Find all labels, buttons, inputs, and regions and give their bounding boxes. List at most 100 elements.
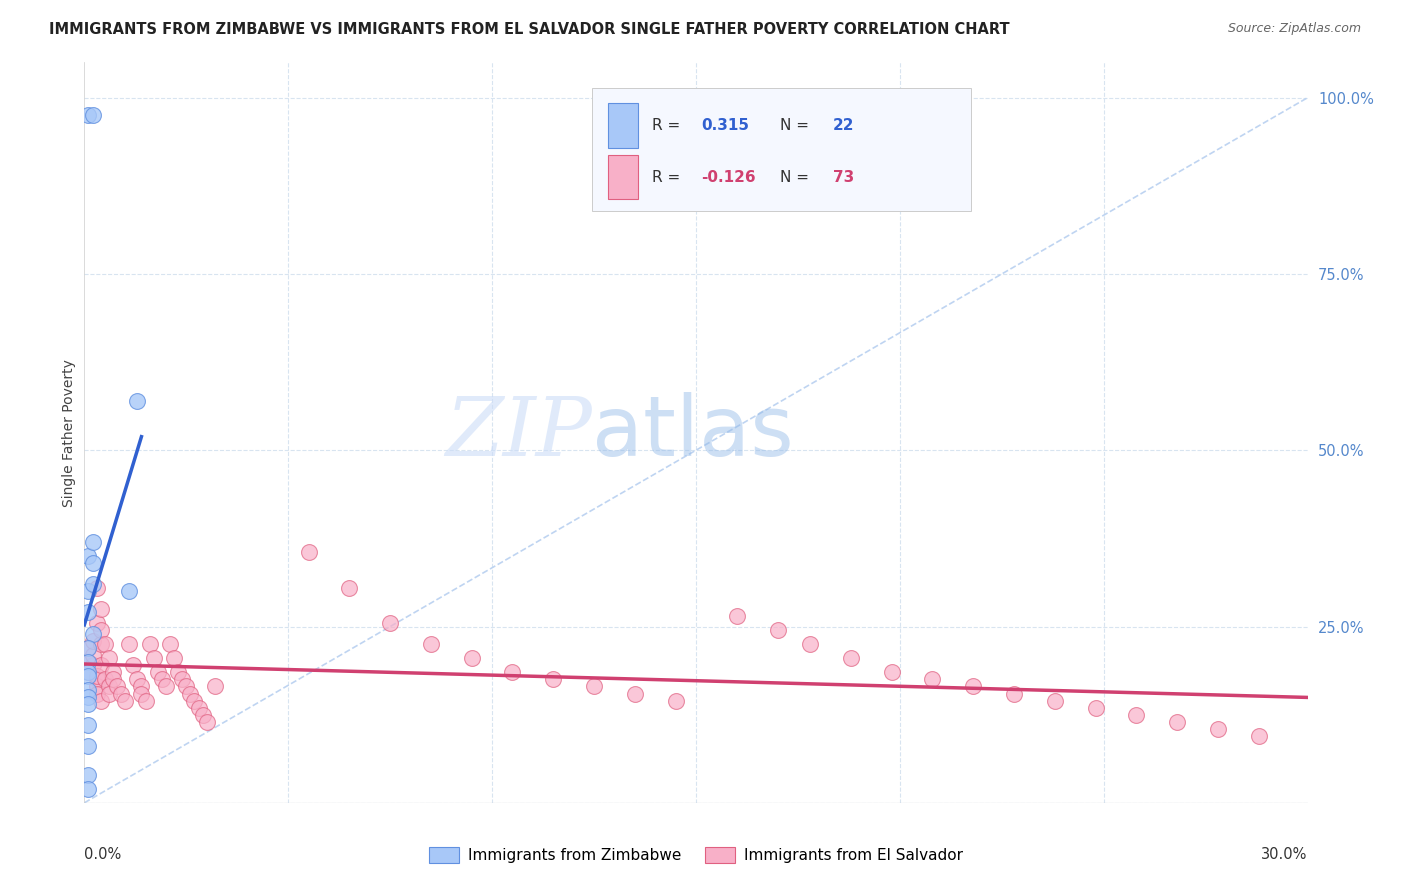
Point [142, 651, 165, 665]
Point [82, 535, 104, 549]
Point [77, 584, 100, 599]
Point [101, 665, 124, 680]
Text: 73: 73 [832, 169, 855, 185]
Text: 22: 22 [832, 118, 855, 133]
Point [159, 637, 181, 651]
Point [77, 697, 100, 711]
Point [131, 686, 153, 700]
Point [339, 581, 361, 595]
Point [97, 686, 120, 700]
Point [167, 665, 190, 680]
Point [127, 673, 149, 687]
Point [82, 633, 104, 648]
Point [77, 549, 100, 563]
Point [204, 680, 226, 694]
Point [90, 693, 112, 707]
Point [90, 637, 112, 651]
Point [172, 673, 194, 687]
FancyBboxPatch shape [607, 155, 638, 200]
Point [155, 680, 177, 694]
Point [105, 680, 128, 694]
Point [163, 651, 186, 665]
Point [880, 665, 903, 680]
Point [82, 577, 104, 591]
Point [191, 707, 214, 722]
Text: atlas: atlas [592, 392, 794, 473]
Point [86, 669, 108, 683]
Text: 0.0%: 0.0% [84, 847, 121, 863]
Text: 0.315: 0.315 [700, 118, 749, 133]
Text: 30.0%: 30.0% [1261, 847, 1308, 863]
Point [77, 690, 100, 704]
Point [97, 680, 120, 694]
Text: R =: R = [652, 118, 685, 133]
Point [195, 714, 218, 729]
Point [583, 680, 606, 694]
Point [839, 651, 862, 665]
Point [298, 545, 321, 559]
Point [77, 683, 100, 698]
Text: N =: N = [780, 169, 814, 185]
Point [174, 680, 197, 694]
Point [82, 648, 104, 662]
Point [725, 609, 748, 624]
Y-axis label: Single Father Poverty: Single Father Poverty [62, 359, 76, 507]
Point [118, 584, 141, 599]
Point [146, 665, 169, 680]
Point [86, 680, 108, 694]
Point [77, 665, 100, 680]
Point [420, 637, 443, 651]
Point [77, 655, 100, 669]
Point [150, 673, 173, 687]
Point [1247, 729, 1270, 743]
Point [1002, 686, 1025, 700]
Point [138, 637, 160, 651]
Point [127, 393, 149, 408]
Text: Source: ZipAtlas.com: Source: ZipAtlas.com [1227, 22, 1361, 36]
Point [118, 637, 141, 651]
Point [77, 640, 100, 655]
Point [135, 693, 157, 707]
Point [502, 665, 524, 680]
Point [179, 686, 201, 700]
Point [1166, 714, 1188, 729]
FancyBboxPatch shape [607, 103, 638, 147]
Point [110, 686, 132, 700]
Point [461, 651, 484, 665]
Point [921, 673, 943, 687]
Point [97, 651, 120, 665]
Text: N =: N = [780, 118, 814, 133]
Point [766, 623, 789, 637]
Point [77, 718, 100, 732]
Point [82, 658, 104, 673]
Point [90, 658, 112, 673]
Text: ZIP: ZIP [446, 392, 592, 473]
Point [77, 108, 100, 122]
Point [624, 686, 647, 700]
Point [90, 623, 112, 637]
Point [131, 680, 153, 694]
Point [1043, 693, 1066, 707]
Point [90, 602, 112, 616]
FancyBboxPatch shape [592, 88, 972, 211]
Point [114, 693, 136, 707]
Point [82, 626, 104, 640]
Point [86, 673, 108, 687]
Point [77, 767, 100, 781]
Point [101, 673, 124, 687]
Text: IMMIGRANTS FROM ZIMBABWE VS IMMIGRANTS FROM EL SALVADOR SINGLE FATHER POVERTY CO: IMMIGRANTS FROM ZIMBABWE VS IMMIGRANTS F… [49, 22, 1010, 37]
Text: -0.126: -0.126 [700, 169, 755, 185]
Point [86, 686, 108, 700]
Point [962, 680, 984, 694]
Point [82, 108, 104, 122]
Point [86, 615, 108, 630]
Point [187, 700, 209, 714]
Point [799, 637, 821, 651]
Point [77, 739, 100, 754]
Point [1084, 700, 1107, 714]
Point [77, 640, 100, 655]
Point [183, 693, 205, 707]
Point [380, 615, 402, 630]
Point [77, 669, 100, 683]
Point [1125, 707, 1147, 722]
